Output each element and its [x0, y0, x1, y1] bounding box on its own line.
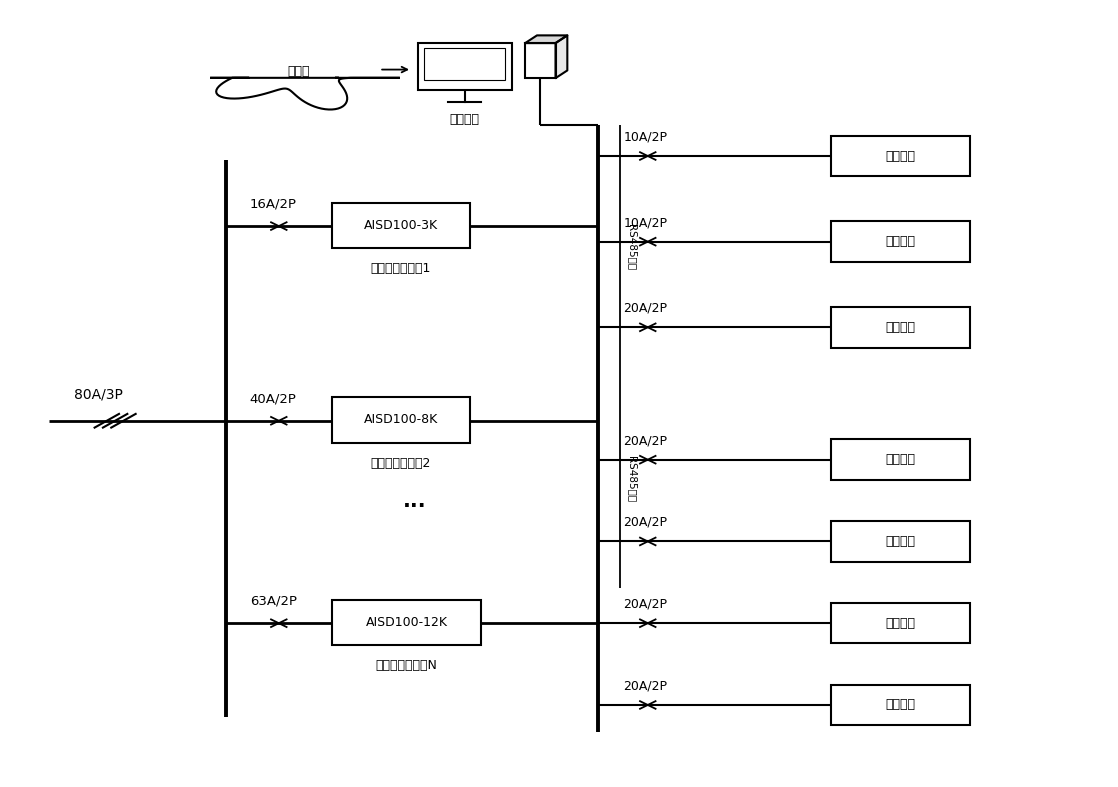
Text: 40A/2P: 40A/2P [249, 392, 296, 405]
Text: 10A/2P: 10A/2P [624, 131, 667, 143]
Bar [831, 221, 969, 262]
Text: 80A/3P: 80A/3P [74, 387, 123, 401]
Bar [831, 685, 969, 725]
Text: 16A/2P: 16A/2P [249, 198, 296, 210]
Text: 智能安全配电装2: 智能安全配电装2 [371, 456, 432, 470]
Text: 20A/2P: 20A/2P [624, 598, 667, 611]
Text: 20A/2P: 20A/2P [624, 434, 667, 447]
Text: 63A/2P: 63A/2P [249, 595, 296, 608]
Text: RS485总线: RS485总线 [627, 224, 636, 271]
Bar [332, 600, 482, 645]
Text: 用电设备: 用电设备 [885, 699, 916, 711]
Text: 用电设备: 用电设备 [885, 453, 916, 466]
Text: AISD100-12K: AISD100-12K [366, 616, 447, 629]
Bar [525, 43, 556, 78]
Polygon shape [210, 78, 400, 109]
Text: 20A/2P: 20A/2P [624, 302, 667, 315]
Text: 智能安全配电装1: 智能安全配电装1 [371, 262, 432, 275]
Text: 20A/2P: 20A/2P [624, 516, 667, 529]
Polygon shape [556, 35, 567, 78]
Text: 20A/2P: 20A/2P [624, 679, 667, 693]
Bar [831, 439, 969, 480]
Bar [332, 203, 471, 248]
Text: 智能安全配电装N: 智能安全配电装N [376, 659, 437, 672]
Text: AISD100-3K: AISD100-3K [363, 219, 438, 232]
Text: 用电设备: 用电设备 [885, 150, 916, 162]
Bar [831, 603, 969, 644]
Polygon shape [525, 35, 567, 43]
Text: AISD100-8K: AISD100-8K [363, 413, 438, 427]
Text: 用电设备: 用电设备 [885, 235, 916, 248]
Bar [424, 48, 505, 80]
Text: 安全云: 安全云 [287, 65, 310, 78]
Bar [831, 307, 969, 348]
Text: 用电设备: 用电设备 [885, 535, 916, 548]
Text: 10A/2P: 10A/2P [624, 216, 667, 229]
Text: ···: ··· [402, 497, 427, 516]
Bar [831, 521, 969, 562]
Text: RS485总线: RS485总线 [627, 456, 636, 502]
Bar [332, 397, 471, 442]
Text: 用电设备: 用电设备 [885, 617, 916, 630]
Text: 用电设备: 用电设备 [885, 321, 916, 334]
Text: 监控主机: 监控主机 [449, 113, 480, 126]
Bar [831, 136, 969, 176]
Bar [417, 43, 512, 90]
